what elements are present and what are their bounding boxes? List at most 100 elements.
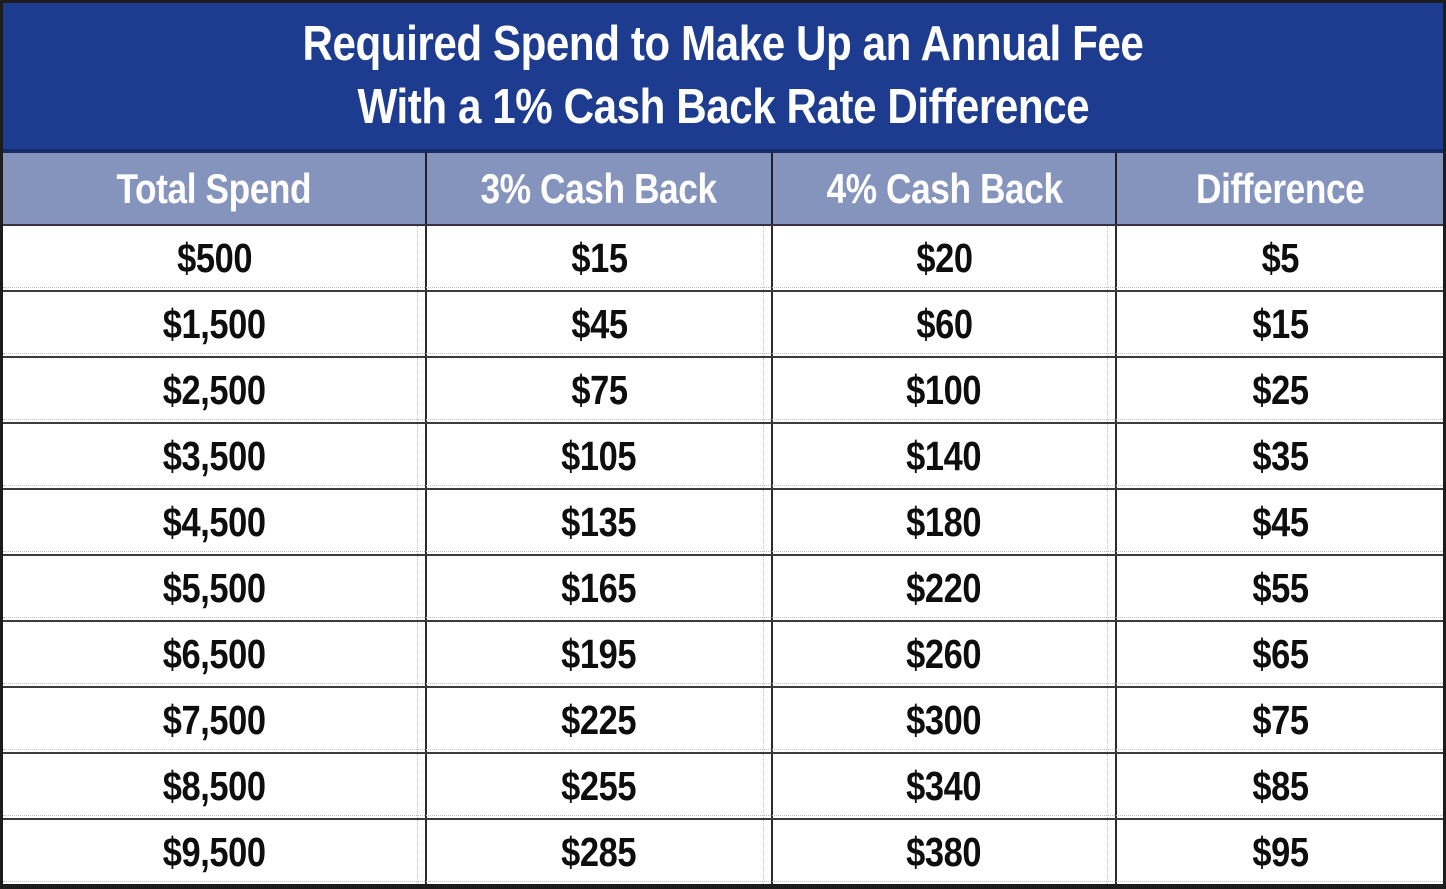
table-cell-total-spend: $500 xyxy=(3,226,425,290)
table-cell-3pct: $105 xyxy=(425,424,771,488)
table-cell-difference: $5 xyxy=(1115,226,1443,290)
table-row: $1,500 $45 $60 $15 xyxy=(3,290,1443,356)
table-row: $8,500 $255 $340 $85 xyxy=(3,752,1443,818)
table-cell-3pct: $45 xyxy=(425,292,771,356)
column-header-difference: Difference xyxy=(1115,153,1443,224)
table-cell-4pct: $220 xyxy=(770,556,1116,620)
cell-value: $95 xyxy=(1252,828,1309,875)
table-row: $2,500 $75 $100 $25 xyxy=(3,356,1443,422)
table-cell-3pct: $255 xyxy=(425,754,771,818)
column-header-3pct-cash-back: 3% Cash Back xyxy=(425,153,771,224)
cell-value: $4,500 xyxy=(162,498,266,545)
table-cell-total-spend: $9,500 xyxy=(3,820,425,884)
table-cell-4pct: $140 xyxy=(770,424,1116,488)
cell-value: $75 xyxy=(1252,696,1309,743)
table-row: $7,500 $225 $300 $75 xyxy=(3,686,1443,752)
table-cell-difference: $15 xyxy=(1115,292,1443,356)
cell-value: $8,500 xyxy=(162,762,266,809)
table-row: $6,500 $195 $260 $65 xyxy=(3,620,1443,686)
cell-value: $2,500 xyxy=(162,366,266,413)
cell-value: $340 xyxy=(906,762,982,809)
cell-value: $100 xyxy=(906,366,982,413)
cell-value: $45 xyxy=(570,300,628,347)
cell-value: $225 xyxy=(561,696,637,743)
column-header-label: 4% Cash Back xyxy=(825,164,1063,212)
cell-value: $105 xyxy=(561,432,637,479)
column-header-4pct-cash-back: 4% Cash Back xyxy=(770,153,1116,224)
cell-value: $165 xyxy=(561,564,637,611)
cell-value: $195 xyxy=(561,630,637,677)
table-cell-4pct: $100 xyxy=(770,358,1116,422)
table-cell-difference: $95 xyxy=(1115,820,1443,884)
table-cell-3pct: $285 xyxy=(425,820,771,884)
table-cell-total-spend: $7,500 xyxy=(3,688,425,752)
table-body: $500 $15 $20 $5 $1,500 $45 $60 $15 $2,50… xyxy=(3,226,1443,884)
cell-value: $15 xyxy=(1252,300,1309,347)
table-cell-4pct: $340 xyxy=(770,754,1116,818)
cell-value: $9,500 xyxy=(162,828,266,875)
table-row: $5,500 $165 $220 $55 xyxy=(3,554,1443,620)
cell-value: $140 xyxy=(906,432,982,479)
cell-value: $285 xyxy=(561,828,637,875)
cell-value: $35 xyxy=(1252,432,1309,479)
table-cell-total-spend: $3,500 xyxy=(3,424,425,488)
table-cell-4pct: $300 xyxy=(770,688,1116,752)
table-row: $500 $15 $20 $5 xyxy=(3,226,1443,290)
cell-value: $3,500 xyxy=(162,432,266,479)
column-header-total-spend: Total Spend xyxy=(3,153,425,224)
cell-value: $500 xyxy=(176,234,252,281)
table-title: Required Spend to Make Up an Annual Fee … xyxy=(3,3,1443,153)
cell-value: $180 xyxy=(906,498,982,545)
table-cell-total-spend: $4,500 xyxy=(3,490,425,554)
cell-value: $45 xyxy=(1252,498,1309,545)
table-cell-total-spend: $2,500 xyxy=(3,358,425,422)
cell-value: $5,500 xyxy=(162,564,266,611)
table-cell-4pct: $20 xyxy=(770,226,1116,290)
cell-value: $380 xyxy=(906,828,982,875)
table-cell-difference: $35 xyxy=(1115,424,1443,488)
cell-value: $65 xyxy=(1252,630,1309,677)
table-cell-3pct: $225 xyxy=(425,688,771,752)
cell-value: $75 xyxy=(570,366,628,413)
cell-value: $260 xyxy=(906,630,982,677)
table-row: $9,500 $285 $380 $95 xyxy=(3,818,1443,884)
cell-value: $220 xyxy=(906,564,982,611)
table-cell-4pct: $60 xyxy=(770,292,1116,356)
table-cell-3pct: $15 xyxy=(425,226,771,290)
table-cell-3pct: $195 xyxy=(425,622,771,686)
cell-value: $25 xyxy=(1252,366,1309,413)
cell-value: $1,500 xyxy=(162,300,266,347)
cell-value: $85 xyxy=(1252,762,1309,809)
table-cell-difference: $65 xyxy=(1115,622,1443,686)
cell-value: $15 xyxy=(570,234,628,281)
table-cell-difference: $45 xyxy=(1115,490,1443,554)
cell-value: $60 xyxy=(915,300,973,347)
table-cell-total-spend: $8,500 xyxy=(3,754,425,818)
table-cell-3pct: $135 xyxy=(425,490,771,554)
cell-value: $255 xyxy=(561,762,637,809)
title-line-2: With a 1% Cash Back Rate Difference xyxy=(357,80,1089,134)
table-header-row: Total Spend 3% Cash Back 4% Cash Back Di… xyxy=(3,153,1443,226)
table-cell-4pct: $180 xyxy=(770,490,1116,554)
title-line-1: Required Spend to Make Up an Annual Fee xyxy=(302,17,1144,71)
table-cell-difference: $25 xyxy=(1115,358,1443,422)
table-cell-total-spend: $1,500 xyxy=(3,292,425,356)
cell-value: $20 xyxy=(915,234,973,281)
cell-value: $5 xyxy=(1261,234,1299,281)
cell-value: $300 xyxy=(906,696,982,743)
table-cell-difference: $75 xyxy=(1115,688,1443,752)
table-cell-3pct: $75 xyxy=(425,358,771,422)
column-header-label: Total Spend xyxy=(116,164,312,212)
cell-value: $55 xyxy=(1252,564,1309,611)
cell-value: $6,500 xyxy=(162,630,266,677)
table-row: $4,500 $135 $180 $45 xyxy=(3,488,1443,554)
table-cell-3pct: $165 xyxy=(425,556,771,620)
table-cell-4pct: $260 xyxy=(770,622,1116,686)
table-cell-total-spend: $6,500 xyxy=(3,622,425,686)
cell-value: $7,500 xyxy=(162,696,266,743)
table-cell-difference: $55 xyxy=(1115,556,1443,620)
table-cell-difference: $85 xyxy=(1115,754,1443,818)
table-cell-total-spend: $5,500 xyxy=(3,556,425,620)
table-row: $3,500 $105 $140 $35 xyxy=(3,422,1443,488)
